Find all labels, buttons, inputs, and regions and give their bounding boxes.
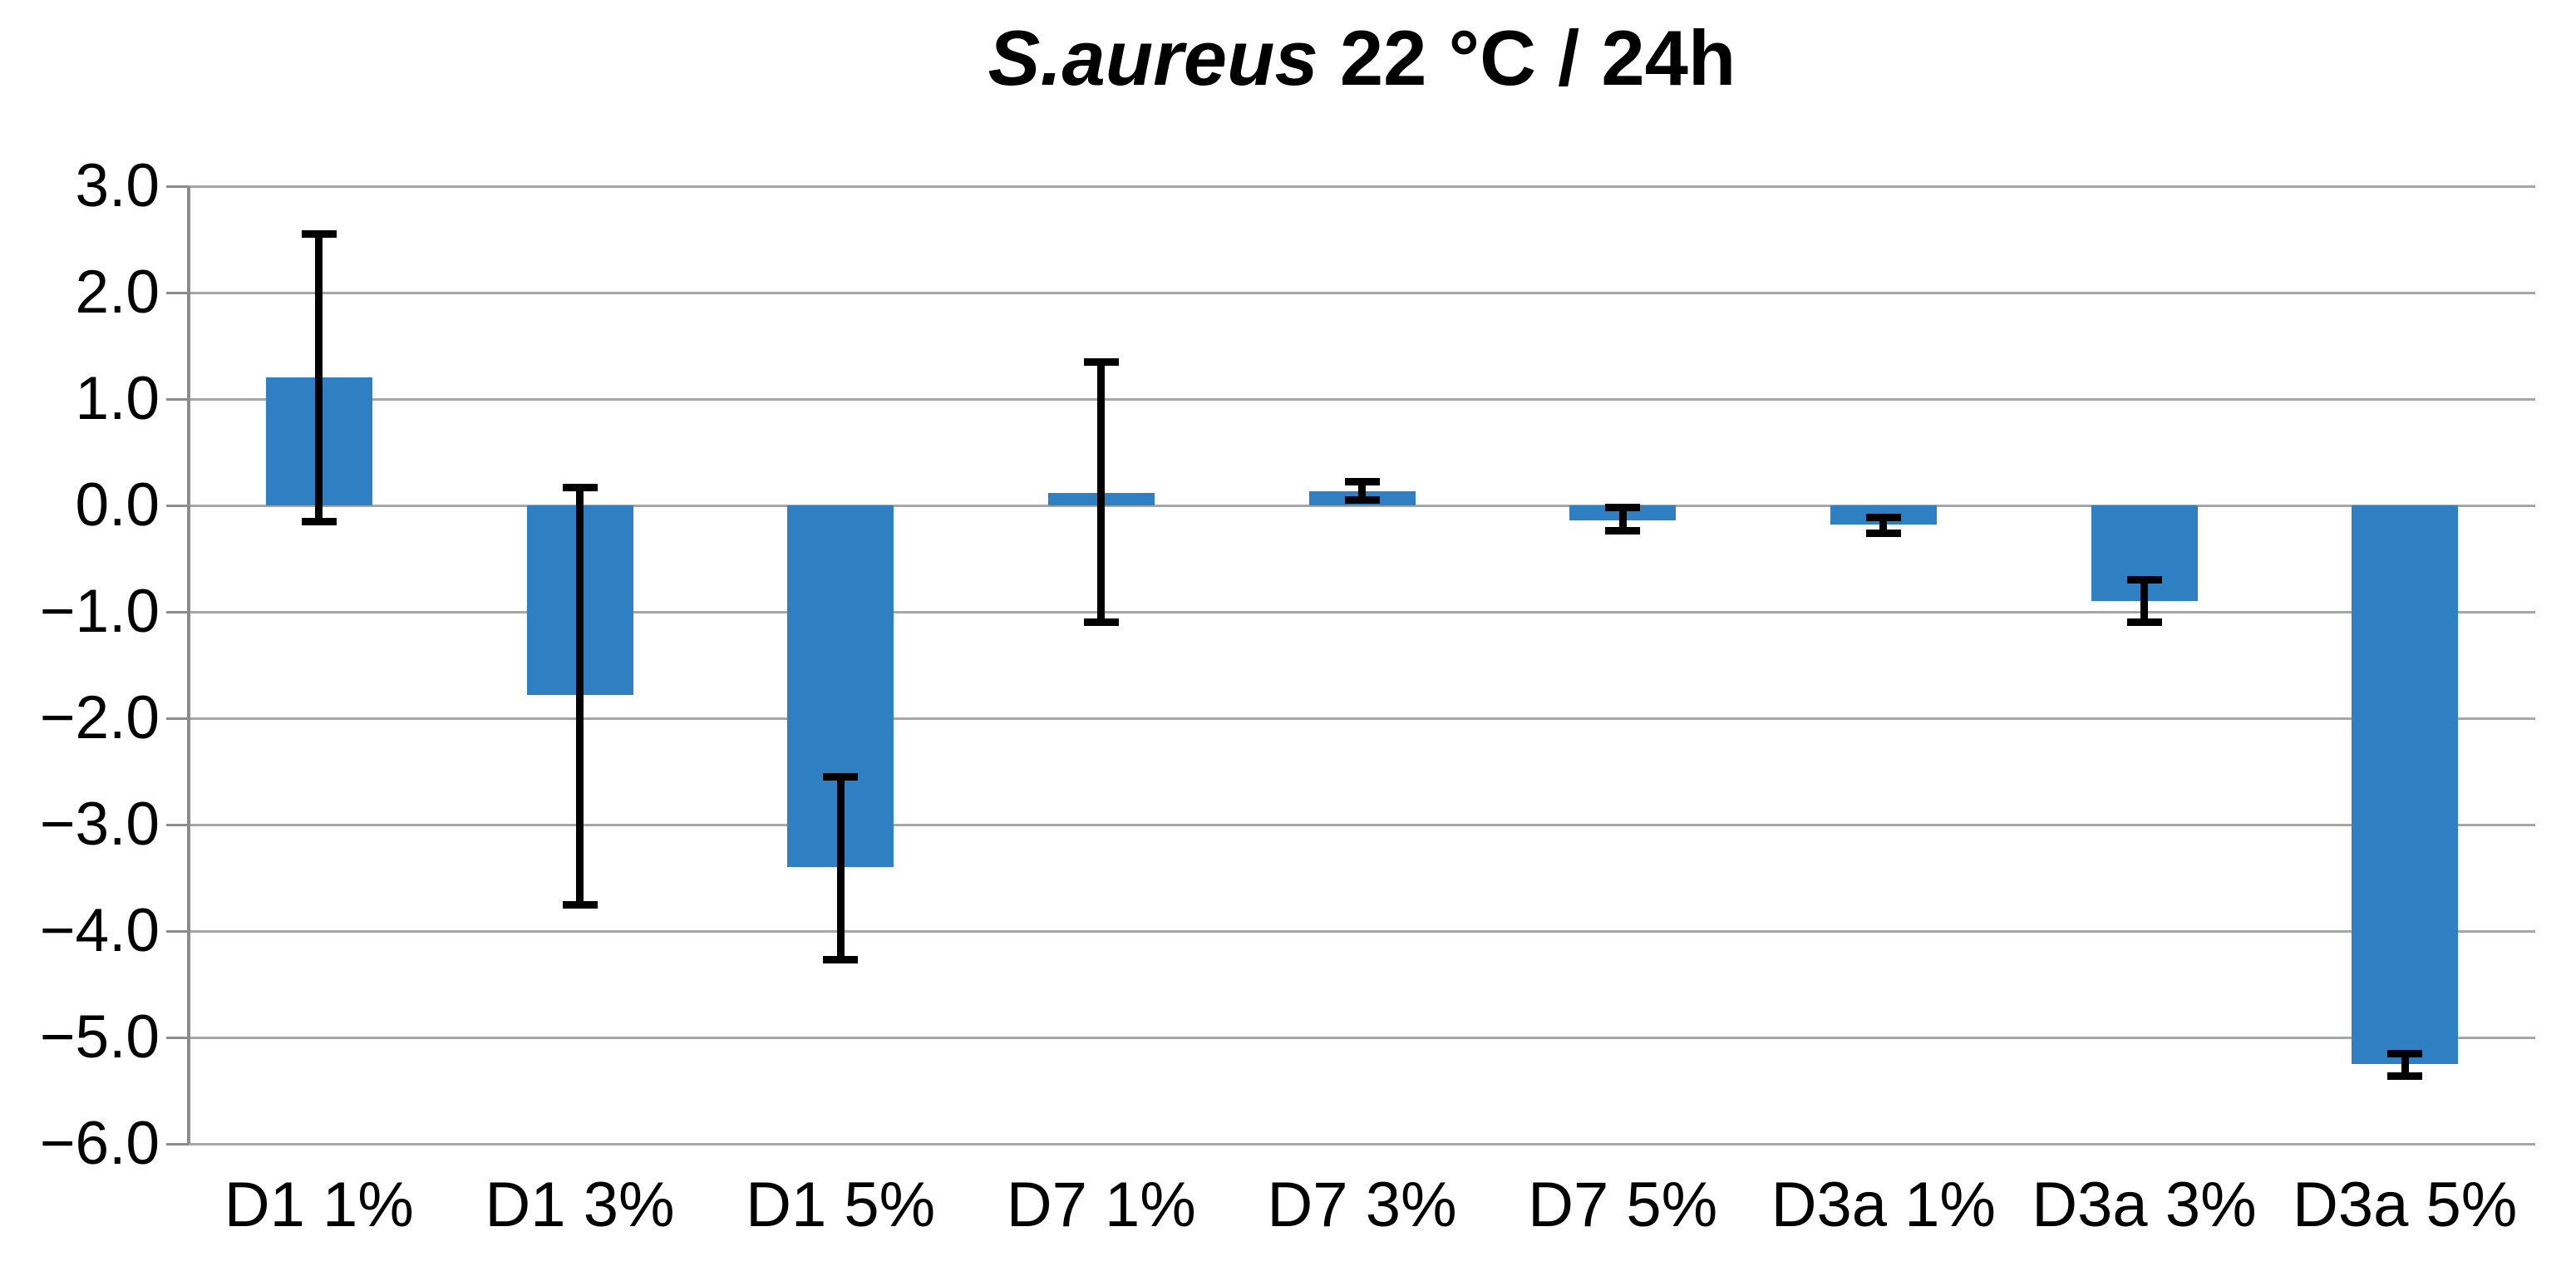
y-axis-tick xyxy=(166,504,189,507)
gridline xyxy=(189,610,2535,613)
y-axis-tick xyxy=(166,610,189,613)
error-bar-cap-top xyxy=(1865,513,1901,521)
gridline xyxy=(189,1142,2535,1146)
title-species-name: S.aureus xyxy=(988,14,1318,101)
gridline xyxy=(189,1036,2535,1039)
y-axis-tick xyxy=(166,185,189,188)
y-axis-tick-label: 2.0 xyxy=(75,259,160,326)
title-condition-text: 22 °C / 24h xyxy=(1318,14,1736,101)
error-bar-cap-bottom xyxy=(1083,618,1119,627)
y-axis-tick-label: −3.0 xyxy=(39,791,160,858)
gridline xyxy=(189,929,2535,933)
gridline xyxy=(189,397,2535,401)
gridline xyxy=(189,504,2535,507)
y-axis-tick xyxy=(166,1036,189,1039)
bar xyxy=(2352,505,2459,1064)
error-bar-cap-bottom xyxy=(1344,496,1380,505)
x-axis-category-label: D3a 1% xyxy=(1771,1170,1997,1240)
error-bar-cap-top xyxy=(1083,357,1119,366)
y-axis-tick-label: 3.0 xyxy=(75,152,160,219)
error-bar-line xyxy=(1097,362,1106,623)
error-bar-cap-bottom xyxy=(301,517,337,525)
y-axis-line xyxy=(187,186,190,1144)
error-bar-cap-top xyxy=(562,483,598,491)
y-axis-tick xyxy=(166,1142,189,1146)
error-bar-cap-bottom xyxy=(2387,1072,2423,1080)
error-bar-cap-top xyxy=(301,230,337,239)
error-bar-cap-bottom xyxy=(1605,527,1641,535)
x-axis-category-label: D3a 5% xyxy=(2292,1170,2518,1240)
error-bar-cap-bottom xyxy=(823,956,859,964)
gridline xyxy=(189,717,2535,720)
x-axis-category-label: D1 1% xyxy=(224,1170,414,1240)
error-bar-cap-top xyxy=(2387,1049,2423,1057)
x-axis-category-label: D7 5% xyxy=(1528,1170,1718,1240)
error-bar-line xyxy=(576,487,584,904)
error-bar-cap-top xyxy=(1344,478,1380,486)
error-bar-line xyxy=(1879,517,1888,534)
error-bar-cap-top xyxy=(2126,576,2162,584)
error-bar-cap-bottom xyxy=(562,900,598,909)
gridline xyxy=(189,291,2535,294)
gridline xyxy=(189,185,2535,188)
y-axis-tick-label: 1.0 xyxy=(75,365,160,432)
error-bar-cap-bottom xyxy=(2126,618,2162,627)
chart-title: S.aureus 22 °C / 24h xyxy=(189,13,2535,103)
y-axis-tick xyxy=(166,823,189,826)
y-axis-tick-label: −4.0 xyxy=(39,897,160,964)
gridline xyxy=(189,823,2535,826)
y-axis-tick-label: −5.0 xyxy=(39,1003,160,1071)
error-bar-line xyxy=(1358,481,1366,500)
x-axis-category-label: D7 1% xyxy=(1006,1170,1196,1240)
y-axis-tick xyxy=(166,397,189,401)
error-bar-line xyxy=(1618,507,1627,531)
error-bar-cap-top xyxy=(1605,504,1641,512)
y-axis-tick-label: −2.0 xyxy=(39,684,160,751)
error-bar-line xyxy=(2401,1053,2409,1077)
error-bar-line xyxy=(836,776,845,960)
y-axis-tick xyxy=(166,717,189,720)
error-bar-cap-top xyxy=(823,772,859,781)
x-axis-category-label: D1 5% xyxy=(746,1170,936,1240)
error-bar-line xyxy=(315,234,323,522)
error-bar-line xyxy=(2140,579,2148,623)
y-axis-tick xyxy=(166,291,189,294)
x-axis-category-label: D7 3% xyxy=(1267,1170,1457,1240)
x-axis-category-label: D3a 3% xyxy=(2032,1170,2257,1240)
y-axis-tick-label: 0.0 xyxy=(75,471,160,539)
y-axis-tick-label: −1.0 xyxy=(39,578,160,645)
error-bar-cap-bottom xyxy=(1865,529,1901,537)
y-axis-tick xyxy=(166,929,189,933)
y-axis-tick-label: −6.0 xyxy=(39,1110,160,1177)
x-axis-category-label: D1 3% xyxy=(485,1170,675,1240)
